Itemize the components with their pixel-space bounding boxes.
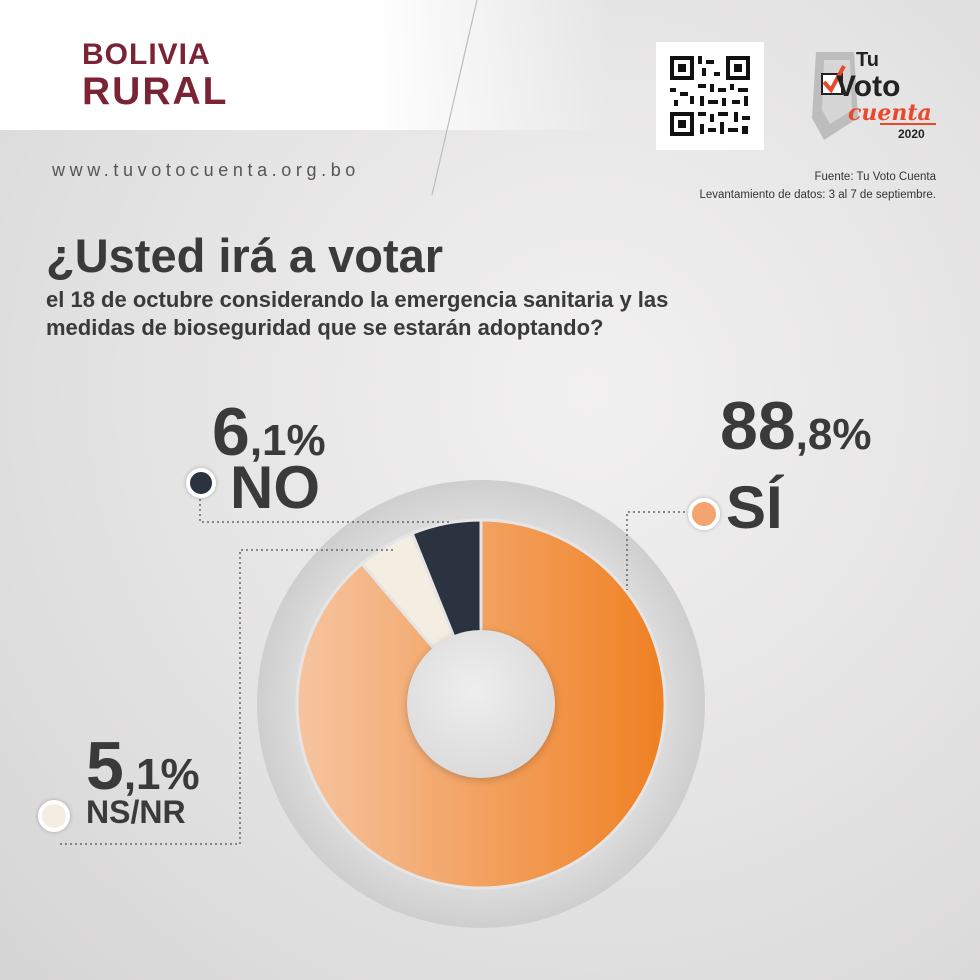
brand-line-2: RURAL — [82, 70, 229, 113]
leader-line-no — [199, 484, 452, 523]
pct-no-int: 6 — [212, 394, 250, 470]
source-line-2: Levantamiento de datos: 3 al 7 de septie… — [699, 189, 936, 201]
logo-text-year: 2020 — [898, 127, 925, 141]
pct-si-int: 88 — [720, 388, 796, 464]
logo-text-tu: Tu — [856, 49, 879, 71]
pct-ns-nr-dec: ,1% — [123, 750, 200, 799]
question-title: ¿Usted irá a votar el 18 de octubre cons… — [46, 228, 686, 342]
website-url[interactable]: www.tuvotocuenta.org.bo — [52, 160, 360, 180]
leader-line-si — [626, 511, 700, 590]
source-line-1: Fuente: Tu Voto Cuenta — [814, 171, 936, 183]
ballot-box-icon: Tu Voto cuenta 2020 — [812, 49, 936, 141]
label-no: NO — [230, 454, 320, 521]
pct-ns-nr: 5,1% — [86, 732, 200, 800]
qr-code-icon — [670, 56, 750, 136]
question-headline: ¿Usted irá a votar — [46, 229, 444, 282]
logo-text-voto: Voto — [836, 70, 900, 103]
source-note: Fuente: Tu Voto Cuenta Levantamiento de … — [699, 168, 936, 204]
qr-code[interactable] — [656, 42, 764, 150]
brand-logo: BOLIVIA RURAL — [82, 38, 229, 113]
logo-text-cuenta: cuenta — [848, 100, 932, 126]
legend-dot-ns-nr — [38, 800, 70, 832]
pct-ns-nr-int: 5 — [86, 728, 124, 804]
legend-dot-no — [186, 468, 216, 498]
donut-hub — [407, 630, 555, 778]
pct-si: 88,8% — [720, 392, 871, 460]
pct-no-dec: ,1% — [249, 416, 326, 465]
leader-line-ns-nr — [60, 549, 395, 845]
pct-no: 6,1% — [212, 398, 326, 466]
brand-line-1: BOLIVIA — [82, 38, 211, 71]
label-ns-nr: NS/NR — [86, 794, 186, 830]
question-body: el 18 de octubre considerando la emergen… — [46, 287, 669, 340]
label-si: SÍ — [726, 474, 783, 541]
pct-si-dec: ,8% — [795, 410, 872, 459]
tu-voto-cuenta-logo: Tu Voto cuenta 2020 — [810, 44, 945, 154]
legend-dot-si — [688, 498, 720, 530]
